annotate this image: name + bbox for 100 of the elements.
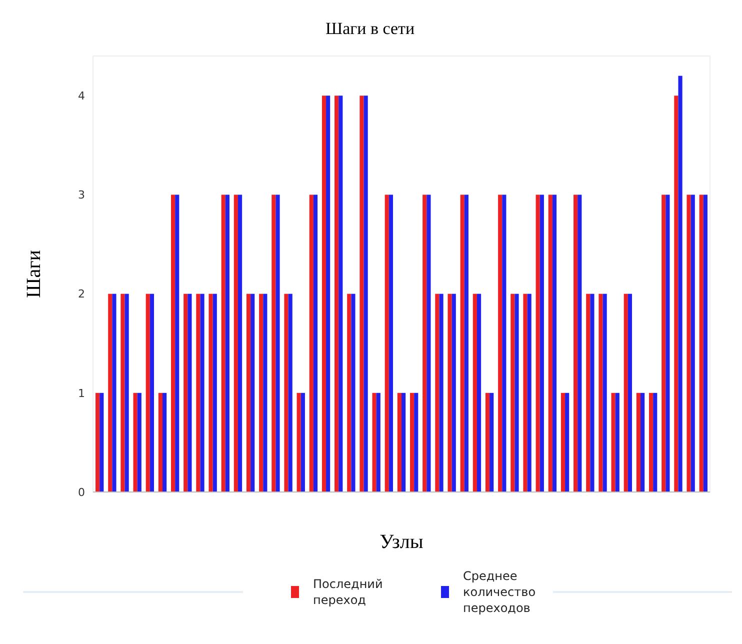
- bar: [666, 194, 670, 492]
- bar: [360, 96, 364, 492]
- bar: [208, 294, 213, 492]
- y-tick-label: 0: [78, 486, 85, 499]
- bar: [615, 392, 620, 492]
- bar: [384, 194, 389, 492]
- bar: [250, 294, 255, 492]
- bar: [498, 194, 502, 492]
- y-tick-label: 4: [78, 89, 85, 102]
- bar: [309, 194, 314, 492]
- bar: [150, 294, 154, 492]
- bar: [472, 294, 477, 492]
- bar: [674, 96, 678, 492]
- bar: [146, 294, 150, 492]
- bar: [523, 294, 528, 492]
- bar: [628, 294, 632, 492]
- bar: [590, 294, 594, 492]
- bar: [662, 194, 666, 492]
- bar: [246, 294, 251, 492]
- bar: [376, 392, 380, 492]
- bar: [560, 392, 566, 492]
- bar: [578, 194, 582, 492]
- bar: [476, 294, 482, 492]
- bar: [212, 294, 217, 492]
- bar: [100, 392, 104, 492]
- bar: [540, 194, 544, 492]
- bar: [624, 294, 628, 492]
- bar: [196, 294, 200, 492]
- bar: [690, 194, 695, 492]
- bar: [170, 194, 176, 492]
- bar: [565, 392, 570, 492]
- bar: [653, 392, 658, 492]
- bar: [259, 294, 264, 492]
- bar: [502, 194, 506, 492]
- legend-label: Среднее количество переходов: [463, 569, 536, 616]
- bar: [96, 392, 100, 492]
- bar: [536, 194, 540, 492]
- bar: [636, 392, 640, 492]
- x-axis-title: Узлы: [380, 531, 424, 553]
- bar: [234, 194, 238, 492]
- bar: [296, 392, 301, 492]
- bar: [272, 194, 276, 492]
- bar: [284, 294, 288, 492]
- bar: [464, 194, 468, 492]
- bar: [703, 194, 708, 492]
- bar: [388, 194, 394, 492]
- bar: [586, 294, 590, 492]
- bar: [640, 392, 645, 492]
- bar: [548, 194, 552, 492]
- bar: [108, 294, 112, 492]
- bar: [313, 194, 318, 492]
- bar: [184, 294, 188, 492]
- bar: [678, 76, 682, 492]
- bar: [124, 294, 129, 492]
- bar: [686, 194, 691, 492]
- bar: [300, 392, 305, 492]
- bar: [133, 392, 138, 492]
- bar: [611, 392, 616, 492]
- y-tick-label: 1: [78, 386, 85, 400]
- bar: [574, 194, 578, 492]
- y-tick-label: 3: [78, 188, 85, 202]
- bar: [527, 294, 532, 492]
- bar: [200, 294, 204, 492]
- bar: [485, 392, 490, 492]
- bar: [221, 194, 226, 492]
- bar: [602, 294, 607, 492]
- bar: [598, 294, 603, 492]
- bar: [112, 294, 116, 492]
- bar: [334, 96, 339, 492]
- bar: [452, 294, 456, 492]
- bar: [699, 194, 704, 492]
- bar: [435, 294, 440, 492]
- bar: [225, 194, 230, 492]
- bar: [439, 294, 444, 492]
- bar: [188, 294, 192, 492]
- bar: [175, 194, 180, 492]
- bar: [514, 294, 519, 492]
- bar: [372, 392, 376, 492]
- bar: [238, 194, 242, 492]
- bar: [426, 194, 431, 492]
- bar: [276, 194, 280, 492]
- bar: [510, 294, 515, 492]
- bar: [326, 96, 330, 492]
- bar: [648, 392, 654, 492]
- bar: [422, 194, 427, 492]
- bar: [137, 392, 142, 492]
- bar: [490, 392, 494, 492]
- bar: [288, 294, 292, 492]
- legend-label: Последний переход: [313, 577, 383, 608]
- y-tick-label: 2: [78, 288, 85, 301]
- bar: [552, 194, 557, 492]
- bar: [347, 294, 352, 492]
- bar: [397, 392, 402, 492]
- bar: [414, 392, 418, 492]
- bar: [410, 392, 414, 492]
- bar: [448, 294, 452, 492]
- bar: [364, 96, 368, 492]
- bar: [351, 294, 356, 492]
- bar: [263, 294, 268, 492]
- bar: [460, 194, 464, 492]
